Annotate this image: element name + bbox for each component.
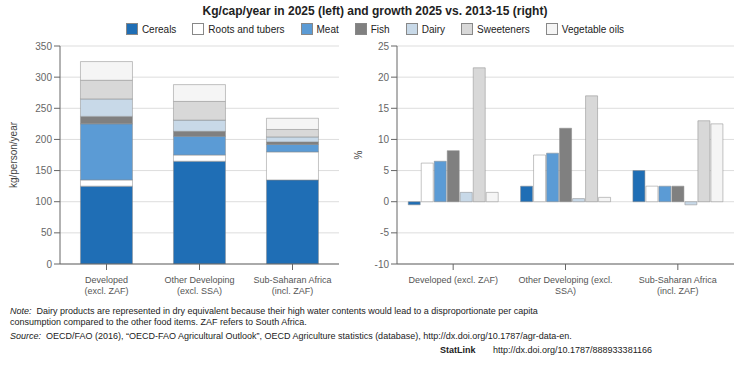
- svg-text:%: %: [353, 150, 364, 159]
- svg-text:-5: -5: [380, 227, 389, 238]
- svg-text:kg/person/year: kg/person/year: [8, 121, 19, 188]
- html-text:Meat: Meat: [316, 23, 339, 35]
- svg-text:5: 5: [383, 165, 389, 176]
- svg-text:Developed (excl. ZAF): Developed (excl. ZAF): [408, 275, 498, 285]
- html-text:Vegetable oils: Vegetable oils: [561, 23, 625, 35]
- svg-text:50: 50: [41, 227, 53, 238]
- svg-text:Developed(excl. ZAF): Developed(excl. ZAF): [85, 275, 129, 296]
- svg-text:200: 200: [35, 134, 52, 145]
- html-text:Cereals: Cereals: [141, 23, 177, 35]
- html-text:Sweeteners: Sweeteners: [477, 23, 530, 35]
- html-text:StatLink http://dx.doi.org/10.: StatLink http://dx.doi.org/10.1787/88893…: [440, 345, 652, 355]
- svg-text:0: 0: [46, 259, 52, 270]
- svg-text:Sub-Saharan Africa(incl. ZAF): Sub-Saharan Africa(incl. ZAF): [639, 275, 717, 296]
- svg-text:Other Developing (excl.SSA): Other Developing (excl.SSA): [518, 275, 612, 296]
- html-text:Roots and tubers: Roots and tubers: [208, 23, 285, 35]
- html-text:Note: Dairy products are repre: Note: Dairy products are represented in …: [10, 306, 538, 327]
- svg-text:15: 15: [378, 103, 390, 114]
- svg-text:150: 150: [35, 165, 52, 176]
- svg-text:Other Developing(excl. SSA): Other Developing(excl. SSA): [164, 275, 234, 296]
- html-text:Fish: Fish: [370, 23, 390, 35]
- svg-text:-10: -10: [375, 259, 390, 270]
- html-text:Source: OECD/FAO (2016), “OECD: Source: OECD/FAO (2016), “OECD-FAO Agric…: [10, 331, 572, 341]
- svg-text:20: 20: [378, 72, 390, 83]
- svg-text:250: 250: [35, 103, 52, 114]
- html-text:Kg/cap/year in 2025 (left) and: Kg/cap/year in 2025 (left) and growth 20…: [202, 4, 548, 18]
- svg-text:25: 25: [378, 41, 390, 52]
- svg-text:350: 350: [35, 41, 52, 52]
- svg-text:Sub-Saharan Africa(incl. ZAF): Sub-Saharan Africa(incl. ZAF): [253, 275, 331, 296]
- svg-text:100: 100: [35, 196, 52, 207]
- svg-text:300: 300: [35, 72, 52, 83]
- html-text:Dairy: Dairy: [421, 23, 445, 35]
- svg-text:10: 10: [378, 134, 390, 145]
- svg-text:0: 0: [383, 196, 389, 207]
